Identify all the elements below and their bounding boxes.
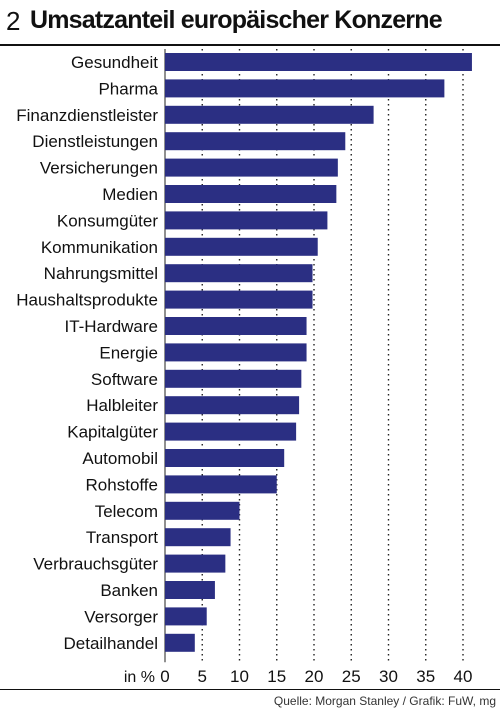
category-label: Verbrauchsgüter bbox=[33, 555, 158, 574]
bar bbox=[165, 264, 313, 283]
bar bbox=[165, 449, 285, 467]
bar bbox=[165, 317, 307, 335]
chart-number: 2 bbox=[6, 6, 21, 36]
category-label: Dienstleistungen bbox=[32, 132, 158, 151]
x-tick-label: 35 bbox=[416, 667, 435, 686]
bar bbox=[165, 79, 445, 98]
bar bbox=[165, 581, 215, 599]
category-label: Versicherungen bbox=[40, 159, 158, 178]
category-label: Finanzdienstleister bbox=[16, 106, 158, 125]
bar-chart: Gesundheit Pharma Finanzdienstleister Diens… bbox=[16, 49, 473, 686]
source-credit: Quelle: Morgan Stanley / Grafik: FuW, mg bbox=[273, 694, 496, 708]
category-label: Halbleiter bbox=[86, 396, 158, 415]
bar bbox=[165, 211, 328, 230]
bar bbox=[165, 475, 277, 494]
bar bbox=[165, 185, 337, 203]
chart-title: Umsatzanteil europäischer Konzerne bbox=[30, 6, 443, 34]
category-label: Telecom bbox=[95, 502, 158, 521]
bar bbox=[165, 53, 472, 71]
bar bbox=[165, 105, 374, 124]
bar bbox=[165, 528, 231, 547]
bar bbox=[165, 422, 297, 441]
x-tick-label: 40 bbox=[454, 667, 473, 686]
category-label: Banken bbox=[100, 581, 158, 600]
x-tick-label: 30 bbox=[379, 667, 398, 686]
category-label: Versorger bbox=[84, 607, 158, 626]
bar bbox=[165, 158, 338, 177]
category-label: Nahrungsmittel bbox=[44, 264, 158, 283]
bar bbox=[165, 396, 300, 415]
category-label: Transport bbox=[86, 528, 158, 547]
category-label: Energie bbox=[99, 343, 158, 362]
bar bbox=[165, 633, 195, 652]
bar bbox=[165, 369, 302, 388]
category-label: Medien bbox=[102, 185, 158, 204]
category-label: IT-Hardware bbox=[64, 317, 158, 336]
title-rule bbox=[0, 44, 500, 46]
x-axis-unit-label: in % bbox=[124, 669, 155, 686]
bar bbox=[165, 607, 207, 626]
x-tick-label: 0 bbox=[160, 667, 169, 686]
bar bbox=[165, 290, 313, 309]
category-label: Software bbox=[91, 370, 158, 389]
title-bar: 2 Umsatzanteil europäischer Konzerne bbox=[0, 0, 500, 44]
x-tick-label: 5 bbox=[198, 667, 207, 686]
x-tick-label: 10 bbox=[230, 667, 249, 686]
category-label: Konsumgüter bbox=[57, 211, 158, 230]
bar bbox=[165, 343, 307, 362]
bar bbox=[165, 132, 346, 151]
bottom-rule bbox=[0, 689, 500, 690]
category-label: Rohstoffe bbox=[86, 475, 158, 494]
category-label: Automobil bbox=[82, 449, 158, 468]
category-label: Detailhandel bbox=[63, 634, 158, 653]
bar bbox=[165, 501, 240, 520]
category-label: Kapitalgüter bbox=[67, 423, 158, 442]
category-label: Kommunikation bbox=[41, 238, 158, 257]
x-tick-label: 15 bbox=[267, 667, 286, 686]
bar bbox=[165, 554, 226, 573]
category-label: Haushaltsprodukte bbox=[16, 291, 158, 310]
bar bbox=[165, 237, 318, 256]
x-tick-label: 25 bbox=[342, 667, 361, 686]
x-tick-label: 20 bbox=[305, 667, 324, 686]
category-label: Gesundheit bbox=[71, 53, 158, 72]
category-label: Pharma bbox=[98, 79, 158, 98]
